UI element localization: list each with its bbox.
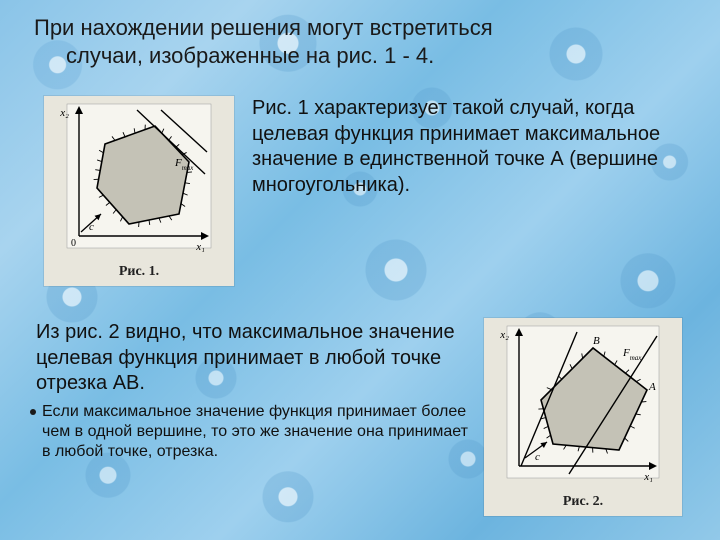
svg-text:x₁: x₁ (195, 241, 205, 253)
paragraph-1: Рис. 1 характеризует такой случай, когда… (252, 96, 700, 198)
figure-1-caption: Рис. 1. (44, 264, 234, 280)
figure-1-plot: x₂x₁0Fmaxc (44, 96, 234, 260)
slide-heading: При нахождении решения могут встретиться… (34, 14, 634, 69)
paragraph-2: Из рис. 2 видно, что максимальное значен… (36, 320, 476, 397)
svg-text:c: c (535, 451, 540, 463)
figure-2-caption: Рис. 2. (484, 494, 682, 510)
figure-2-plot: x₂x₁FmaxBAc (484, 318, 682, 490)
figure-2: x₂x₁FmaxBAc Рис. 2. (484, 318, 682, 516)
svg-text:x₂: x₂ (59, 107, 69, 119)
bullet-note: Если максимальное значение функция прини… (30, 402, 478, 462)
svg-text:x₁: x₁ (643, 471, 653, 483)
svg-text:0: 0 (71, 238, 76, 249)
svg-text:B: B (593, 335, 600, 347)
bullet-text: Если максимальное значение функция прини… (42, 402, 478, 462)
svg-text:A: A (648, 381, 656, 393)
figure-1: x₂x₁0Fmaxc Рис. 1. (44, 96, 234, 286)
bullet-dot-icon (30, 409, 36, 415)
svg-text:c: c (89, 221, 94, 233)
svg-text:x₂: x₂ (499, 329, 509, 341)
